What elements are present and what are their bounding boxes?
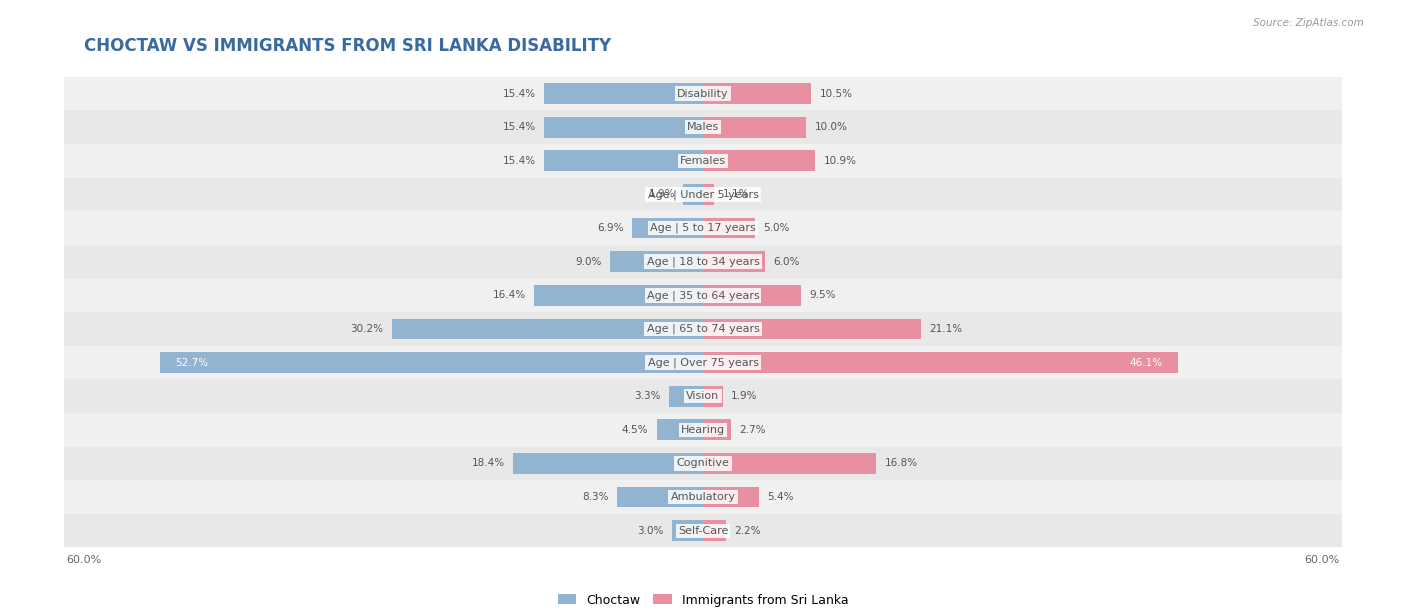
Bar (703, 487, 759, 507)
Bar (63, 514, 1343, 548)
Text: Age | Under 5 years: Age | Under 5 years (648, 189, 758, 200)
Bar (703, 83, 811, 104)
Bar (703, 117, 806, 138)
Text: 1.9%: 1.9% (648, 190, 675, 200)
Text: 18.4%: 18.4% (472, 458, 505, 468)
Text: 30.2%: 30.2% (350, 324, 384, 334)
Bar (63, 346, 1343, 379)
Text: 4.5%: 4.5% (621, 425, 648, 435)
Legend: Choctaw, Immigrants from Sri Lanka: Choctaw, Immigrants from Sri Lanka (558, 594, 848, 606)
Bar (63, 110, 1343, 144)
Bar (63, 480, 1343, 514)
Bar (672, 520, 703, 541)
Text: Vision: Vision (686, 391, 720, 401)
Bar (63, 211, 1343, 245)
Bar (513, 453, 703, 474)
Text: Cognitive: Cognitive (676, 458, 730, 468)
Text: 6.9%: 6.9% (598, 223, 624, 233)
Bar (683, 184, 703, 205)
Bar (703, 352, 1178, 373)
Bar (544, 151, 703, 171)
Bar (63, 177, 1343, 211)
Bar (160, 352, 703, 373)
Bar (534, 285, 703, 306)
Text: 10.5%: 10.5% (820, 89, 852, 99)
Text: Hearing: Hearing (681, 425, 725, 435)
Text: Source: ZipAtlas.com: Source: ZipAtlas.com (1253, 18, 1364, 28)
Bar (63, 379, 1343, 413)
Text: Age | 18 to 34 years: Age | 18 to 34 years (647, 256, 759, 267)
Text: 21.1%: 21.1% (929, 324, 962, 334)
Bar (657, 419, 703, 440)
Text: 9.0%: 9.0% (575, 256, 602, 267)
Text: 16.8%: 16.8% (884, 458, 918, 468)
Bar (703, 184, 714, 205)
Text: Ambulatory: Ambulatory (671, 492, 735, 502)
Text: 3.3%: 3.3% (634, 391, 661, 401)
Bar (703, 419, 731, 440)
Bar (703, 386, 723, 406)
Bar (63, 447, 1343, 480)
Text: 5.4%: 5.4% (766, 492, 793, 502)
Text: 15.4%: 15.4% (503, 89, 536, 99)
Bar (63, 76, 1343, 110)
Bar (703, 252, 765, 272)
Text: 6.0%: 6.0% (773, 256, 800, 267)
Bar (703, 318, 921, 339)
Text: 2.2%: 2.2% (734, 526, 761, 536)
Text: Males: Males (688, 122, 718, 132)
Text: 15.4%: 15.4% (503, 156, 536, 166)
Text: 9.5%: 9.5% (810, 290, 835, 300)
Text: 1.1%: 1.1% (723, 190, 749, 200)
Text: 5.0%: 5.0% (763, 223, 789, 233)
Text: 15.4%: 15.4% (503, 122, 536, 132)
Bar (544, 117, 703, 138)
Bar (669, 386, 703, 406)
Bar (610, 252, 703, 272)
Text: Age | 5 to 17 years: Age | 5 to 17 years (650, 223, 756, 233)
Text: Age | 35 to 64 years: Age | 35 to 64 years (647, 290, 759, 300)
Text: Age | Over 75 years: Age | Over 75 years (648, 357, 758, 368)
Text: 10.9%: 10.9% (824, 156, 856, 166)
Bar (703, 520, 725, 541)
Bar (392, 318, 703, 339)
Text: 16.4%: 16.4% (492, 290, 526, 300)
Text: 3.0%: 3.0% (637, 526, 664, 536)
Bar (63, 312, 1343, 346)
Text: 46.1%: 46.1% (1130, 357, 1163, 368)
Text: CHOCTAW VS IMMIGRANTS FROM SRI LANKA DISABILITY: CHOCTAW VS IMMIGRANTS FROM SRI LANKA DIS… (84, 37, 612, 54)
Bar (63, 413, 1343, 447)
Bar (703, 285, 801, 306)
Bar (631, 218, 703, 239)
Bar (63, 144, 1343, 177)
Bar (63, 245, 1343, 278)
Bar (63, 278, 1343, 312)
Bar (544, 83, 703, 104)
Text: 10.0%: 10.0% (814, 122, 848, 132)
Text: 2.7%: 2.7% (740, 425, 766, 435)
Bar (617, 487, 703, 507)
Text: Females: Females (681, 156, 725, 166)
Text: 1.9%: 1.9% (731, 391, 758, 401)
Text: 52.7%: 52.7% (176, 357, 208, 368)
Text: Self-Care: Self-Care (678, 526, 728, 536)
Text: 8.3%: 8.3% (582, 492, 609, 502)
Bar (703, 151, 815, 171)
Text: Age | 65 to 74 years: Age | 65 to 74 years (647, 324, 759, 334)
Text: Disability: Disability (678, 89, 728, 99)
Bar (703, 453, 876, 474)
Bar (703, 218, 755, 239)
